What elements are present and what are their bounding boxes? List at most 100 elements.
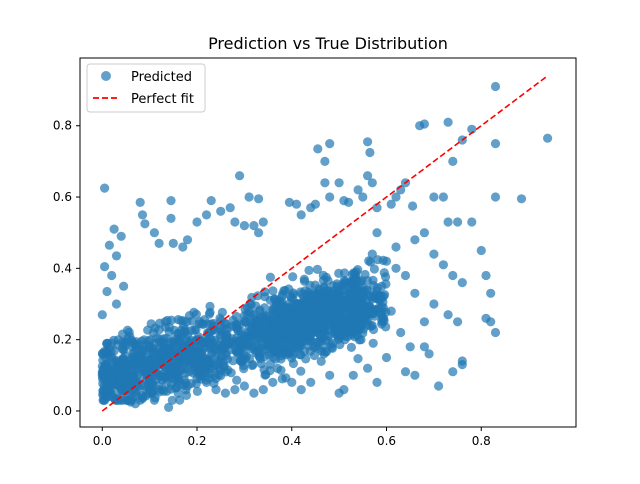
scatter-point <box>237 357 247 367</box>
scatter-point <box>312 264 322 274</box>
scatter-point <box>132 358 142 368</box>
scatter-point <box>231 311 241 322</box>
scatter-point <box>102 385 112 395</box>
scatter-point <box>235 171 245 181</box>
scatter-point <box>486 288 496 298</box>
scatter-point <box>419 228 429 238</box>
scatter-point <box>419 317 429 327</box>
scatter-point <box>353 185 363 195</box>
scatter-point <box>363 171 373 181</box>
scatter-point <box>248 360 258 370</box>
scatter-point <box>419 342 429 352</box>
scatter-point <box>467 124 477 134</box>
scatter-point <box>284 197 294 207</box>
scatter-point <box>424 349 434 359</box>
scatter-point <box>288 338 298 349</box>
scatter-point <box>296 385 306 395</box>
scatter-point <box>205 301 215 311</box>
scatter-point <box>334 388 344 398</box>
scatter-point <box>313 291 323 301</box>
scatter-point <box>344 197 354 207</box>
scatter-point <box>349 268 359 278</box>
scatter-point <box>239 381 249 391</box>
y-axis: 0.0 0.2 0.4 0.6 0.8 <box>53 119 80 418</box>
scatter-point <box>160 356 170 367</box>
scatter-point <box>322 285 332 295</box>
scatter-point <box>135 395 145 405</box>
scatter-point <box>242 302 253 312</box>
scatter-point <box>220 388 230 398</box>
scatter-point <box>339 268 350 278</box>
scatter-point <box>410 370 420 380</box>
scatter-point <box>244 192 254 202</box>
scatter-point <box>255 354 265 364</box>
scatter-point <box>249 221 259 231</box>
scatter-point <box>310 199 320 209</box>
scatter-point <box>457 278 467 288</box>
scatter-point <box>305 307 315 317</box>
scatter-point <box>270 294 280 305</box>
scatter-point <box>135 197 145 207</box>
legend-predicted-label: Predicted <box>131 70 192 85</box>
scatter-point <box>146 357 156 367</box>
scatter-point <box>160 338 170 348</box>
scatter-point <box>369 264 379 274</box>
scatter-point <box>376 291 386 301</box>
scatter-point <box>481 313 491 323</box>
scatter-point <box>405 342 415 352</box>
scatter-point <box>353 325 363 335</box>
scatter-point <box>543 133 553 143</box>
scatter-point <box>192 386 202 396</box>
y-tick-label: 0.4 <box>53 261 72 275</box>
scatter-point <box>119 281 129 291</box>
scatter-point <box>298 310 309 320</box>
scatter-point <box>126 381 136 391</box>
legend: Predicted Perfect fit <box>86 63 206 113</box>
scatter-point <box>111 299 122 309</box>
scatter-point <box>293 300 303 310</box>
scatter-point <box>246 317 256 328</box>
scatter-point <box>368 338 378 348</box>
scatter-point <box>104 240 114 250</box>
x-tick-label: 0.6 <box>377 434 396 448</box>
scatter-point <box>161 322 171 332</box>
scatter-point <box>278 320 288 330</box>
chart-title: Prediction vs True Distribution <box>208 34 448 53</box>
scatter-point <box>284 303 294 313</box>
scatter-point <box>182 235 193 245</box>
scatter-point <box>314 284 324 294</box>
scatter-point <box>268 377 278 387</box>
scatter-point <box>350 297 360 308</box>
scatter-point <box>296 210 306 220</box>
scatter-point <box>335 340 345 350</box>
scatter-point <box>306 377 316 387</box>
scatter-point <box>304 322 314 332</box>
scatter-point <box>325 370 335 380</box>
scatter-point <box>166 196 176 206</box>
scatter-point <box>367 294 377 304</box>
scatter-point <box>386 199 396 209</box>
scatter-point <box>253 346 263 356</box>
legend-fit-label: Perfect fit <box>131 92 194 107</box>
scatter-point <box>179 321 189 331</box>
scatter-point <box>310 300 321 310</box>
scatter-point <box>185 360 195 370</box>
scatter-point <box>222 340 232 350</box>
scatter-point <box>222 354 233 364</box>
scatter-point <box>109 224 119 234</box>
scatter-point <box>350 281 360 291</box>
scatter-point <box>363 363 373 373</box>
scatter-point <box>201 210 212 220</box>
scatter-point <box>97 310 107 320</box>
x-tick-label: 0.2 <box>187 434 206 448</box>
scatter-point <box>182 381 193 391</box>
scatter-point <box>271 316 282 326</box>
scatter-point <box>372 203 382 213</box>
scatter-point <box>154 385 164 395</box>
scatter-point <box>111 393 122 404</box>
scatter-point <box>396 327 406 338</box>
scatter-point <box>253 291 263 301</box>
scatter-point <box>365 147 375 158</box>
scatter-point <box>270 306 281 316</box>
